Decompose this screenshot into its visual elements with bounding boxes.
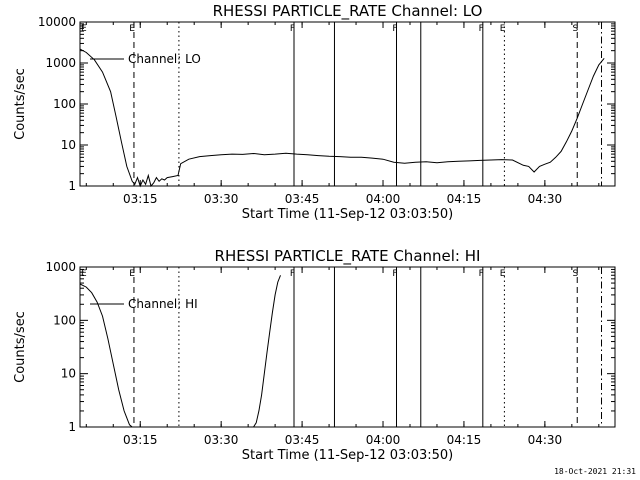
corner-event-label: E bbox=[81, 269, 87, 279]
x-tick-label: 03:15 bbox=[123, 433, 158, 447]
lo-channel-panel: RHESSI PARTICLE_RATE Channel: LO 03:15 03:… bbox=[13, 2, 616, 222]
chart-title: RHESSI PARTICLE_RATE Channel: LO bbox=[213, 2, 483, 21]
event-label: F bbox=[479, 269, 484, 279]
x-axis-label: Start Time (11-Sep-12 03:03:50) bbox=[242, 448, 453, 463]
x-tick-label: 04:15 bbox=[447, 433, 482, 447]
legend-label: Channel: LO bbox=[128, 52, 201, 66]
event-label: S bbox=[573, 269, 579, 279]
x-tick-label: 04:30 bbox=[528, 192, 563, 206]
y-tick-label: 100 bbox=[53, 313, 76, 327]
y-tick-label: 1000 bbox=[45, 260, 76, 274]
corner-event-label: E bbox=[81, 24, 87, 34]
x-tick-label: 04:15 bbox=[447, 192, 482, 206]
event-label: S bbox=[573, 24, 579, 34]
y-tick-label: 100 bbox=[53, 97, 76, 111]
y-tick-label: 1 bbox=[68, 420, 76, 434]
x-tick-label: 03:30 bbox=[204, 433, 239, 447]
hi-channel-panel: RHESSI PARTICLE_RATE Channel: HI 03:15 03:… bbox=[13, 247, 616, 463]
event-label: F bbox=[290, 24, 295, 34]
footer-timestamp: 18-Oct-2021 21:31 bbox=[554, 467, 636, 476]
event-label: E bbox=[500, 269, 506, 279]
event-label: F bbox=[392, 24, 397, 34]
event-label: F bbox=[290, 269, 295, 279]
plot-frame bbox=[79, 21, 616, 187]
y-axis-label: Counts/sec bbox=[13, 311, 28, 383]
y-tick-label: 1000 bbox=[45, 56, 76, 70]
x-axis-label: Start Time (11-Sep-12 03:03:50) bbox=[242, 207, 453, 222]
y-tick-label: 10 bbox=[61, 138, 76, 152]
x-tick-label: 04:00 bbox=[366, 433, 401, 447]
x-tick-label: 03:15 bbox=[123, 192, 158, 206]
event-label: F bbox=[392, 269, 397, 279]
y-tick-label: 10000 bbox=[38, 15, 76, 29]
x-tick-label: 03:30 bbox=[204, 192, 239, 206]
plot-frame bbox=[79, 266, 616, 428]
x-tick-label: 04:30 bbox=[528, 433, 563, 447]
x-tick-label: 03:45 bbox=[285, 192, 320, 206]
x-tick-label: 04:00 bbox=[366, 192, 401, 206]
event-label: F bbox=[479, 24, 484, 34]
x-tick-label: 03:45 bbox=[285, 433, 320, 447]
y-axis-label: Counts/sec bbox=[13, 68, 28, 140]
series-line bbox=[79, 275, 281, 428]
y-tick-label: 1 bbox=[68, 179, 76, 193]
series-line bbox=[79, 48, 605, 188]
y-tick-label: 10 bbox=[61, 367, 76, 381]
event-label: E bbox=[129, 269, 135, 279]
event-label: E bbox=[500, 24, 506, 34]
event-label: E bbox=[129, 24, 135, 34]
chart-title: RHESSI PARTICLE_RATE Channel: HI bbox=[215, 247, 481, 266]
legend-label: Channel: HI bbox=[128, 297, 198, 311]
